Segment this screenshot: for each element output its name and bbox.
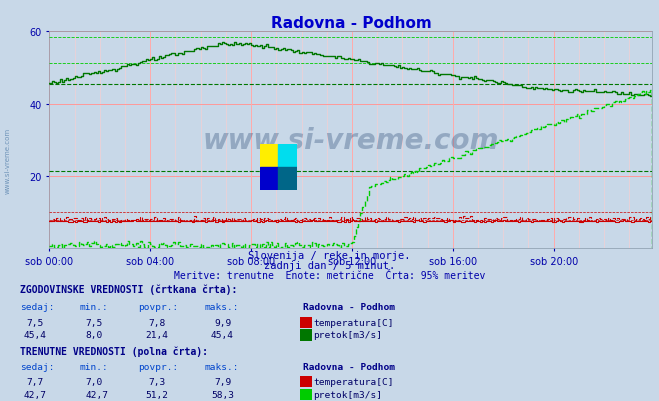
Title: Radovna - Podhom: Radovna - Podhom	[271, 16, 431, 31]
Text: zadnji dan / 5 minut.: zadnji dan / 5 minut.	[264, 261, 395, 271]
Text: povpr.:: povpr.:	[138, 362, 179, 371]
Text: 7,7: 7,7	[26, 377, 43, 386]
Text: pretok[m3/s]: pretok[m3/s]	[313, 331, 382, 340]
Text: www.si-vreme.com: www.si-vreme.com	[203, 126, 499, 154]
Text: min.:: min.:	[79, 362, 108, 371]
Text: min.:: min.:	[79, 303, 108, 312]
Text: sedaj:: sedaj:	[20, 362, 54, 371]
Text: Meritve: trenutne  Enote: metrične  Črta: 95% meritev: Meritve: trenutne Enote: metrične Črta: …	[174, 271, 485, 281]
Text: 58,3: 58,3	[211, 390, 234, 399]
Text: TRENUTNE VREDNOSTI (polna črta):: TRENUTNE VREDNOSTI (polna črta):	[20, 345, 208, 356]
Bar	[279, 168, 297, 190]
Text: 7,5: 7,5	[26, 318, 43, 327]
Text: sedaj:: sedaj:	[20, 303, 54, 312]
Text: 51,2: 51,2	[145, 390, 168, 399]
Bar	[260, 168, 279, 190]
Bar	[260, 144, 279, 168]
Text: 7,8: 7,8	[148, 318, 165, 327]
Text: 21,4: 21,4	[145, 331, 168, 340]
Text: temperatura[C]: temperatura[C]	[313, 318, 393, 327]
Text: 7,0: 7,0	[86, 377, 103, 386]
Text: Radovna - Podhom: Radovna - Podhom	[303, 303, 395, 312]
Text: maks.:: maks.:	[204, 303, 239, 312]
Text: ZGODOVINSKE VREDNOSTI (črtkana črta):: ZGODOVINSKE VREDNOSTI (črtkana črta):	[20, 284, 237, 295]
Text: Slovenija / reke in morje.: Slovenija / reke in morje.	[248, 251, 411, 261]
Text: Radovna - Podhom: Radovna - Podhom	[303, 362, 395, 371]
Text: 45,4: 45,4	[23, 331, 46, 340]
Text: 7,5: 7,5	[86, 318, 103, 327]
Text: www.si-vreme.com: www.si-vreme.com	[5, 128, 11, 193]
Text: povpr.:: povpr.:	[138, 303, 179, 312]
Text: temperatura[C]: temperatura[C]	[313, 377, 393, 386]
Text: 42,7: 42,7	[23, 390, 46, 399]
Text: 7,9: 7,9	[214, 377, 231, 386]
Text: 7,3: 7,3	[148, 377, 165, 386]
Text: 42,7: 42,7	[86, 390, 109, 399]
Text: 45,4: 45,4	[211, 331, 234, 340]
Bar	[279, 144, 297, 168]
Text: maks.:: maks.:	[204, 362, 239, 371]
Text: 9,9: 9,9	[214, 318, 231, 327]
Text: 8,0: 8,0	[86, 331, 103, 340]
Text: pretok[m3/s]: pretok[m3/s]	[313, 390, 382, 399]
